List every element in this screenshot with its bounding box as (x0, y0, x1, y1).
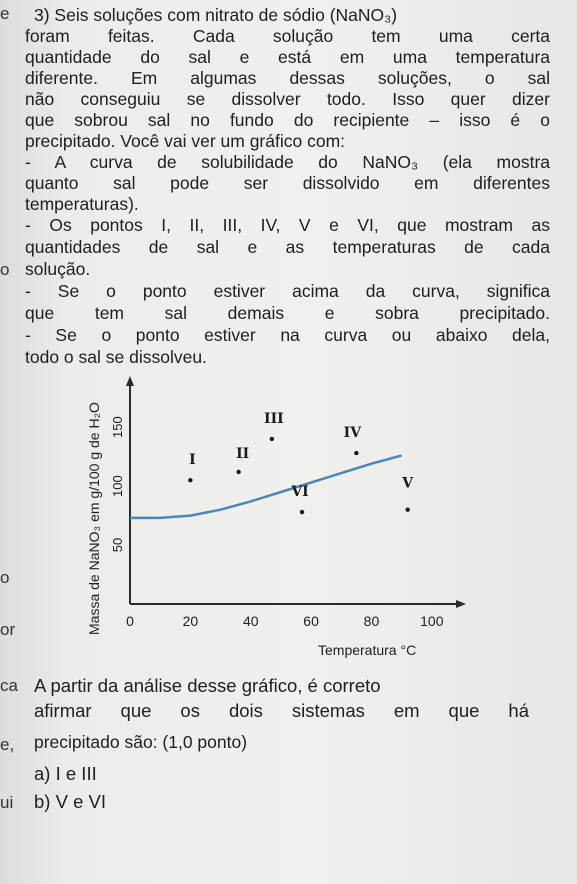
question-line: temperaturas). (25, 194, 139, 214)
prompt-line: precipitado são: (1,0 ponto) (34, 732, 248, 752)
question-line: quanto sal pode ser dissolvido em difere… (25, 173, 550, 193)
margin-mark: o (0, 260, 10, 279)
x-tick-label: 60 (303, 613, 319, 629)
x-tick-label: 20 (183, 613, 199, 629)
question-line: solução. (25, 259, 91, 279)
prompt-line: A partir da análise desse gráfico, é cor… (34, 675, 381, 696)
y-tick-label: 100 (110, 475, 125, 497)
option-a[interactable]: a) I e III (34, 763, 97, 784)
point-label: III (264, 411, 284, 427)
point-label: VI (290, 484, 308, 500)
data-point (299, 509, 305, 515)
margin-mark: ui (0, 793, 14, 812)
question-line: quantidade do sal e está em uma temperat… (25, 47, 550, 67)
data-point (354, 450, 359, 456)
x-axis-arrow (456, 600, 466, 608)
margin-mark: e (0, 4, 10, 23)
margin-mark: or (0, 620, 16, 639)
point-label: V (401, 476, 414, 492)
x-tick-label: 40 (243, 613, 259, 629)
solubility-curve (130, 454, 402, 520)
point-label: IV (344, 425, 363, 441)
question-line: foram feitas. Cada solução tem uma certa (25, 26, 550, 46)
x-tick-label: 80 (364, 613, 380, 629)
question-line: que sobrou sal no fundo do recipiente – … (25, 110, 550, 130)
prompt-line: afirmar que os dois sistemas em que há (34, 700, 529, 721)
y-tick-label: 50 (110, 538, 125, 552)
data-point (269, 436, 275, 442)
chart-xlabel: Temperatura °C (318, 642, 417, 658)
x-tick-label: 100 (420, 613, 444, 629)
question-line: todo o sal se dissolveu. (25, 347, 207, 367)
data-point (405, 507, 410, 512)
question-line: - A curva de solubilidade do NaNO₃ (ela … (25, 152, 550, 172)
question-line: precipitado. Você vai ver um gráfico com… (25, 131, 346, 151)
margin-mark: e, (0, 735, 15, 754)
question-line: não conseguiu se dissolver todo. Isso qu… (25, 89, 550, 109)
option-b[interactable]: b) V e VI (34, 791, 106, 812)
question-line: quantidades de sal e as temperaturas de … (25, 237, 550, 257)
margin-mark: o (0, 568, 10, 587)
data-point (188, 478, 193, 483)
margin-mark: ca (0, 676, 18, 695)
question-line: diferente. Em algumas dessas soluções, o… (25, 68, 550, 88)
data-point (236, 469, 241, 475)
point-label: II (236, 446, 249, 462)
question-line: - Os pontos I, II, III, IV, V e VI, que … (25, 215, 550, 235)
question-line: - Se o ponto estiver acima da curva, sig… (25, 281, 550, 301)
y-tick-label: 150 (110, 416, 125, 438)
y-axis-arrow (126, 376, 134, 386)
x-tick-label: 0 (126, 613, 134, 629)
question-line: - Se o ponto estiver na curva ou abaixo … (25, 325, 550, 345)
question-line: 3) Seis soluções com nitrato de sódio (N… (34, 5, 398, 25)
question-line: que tem sal demais e sobra precipitado. (25, 303, 550, 323)
point-label: I (189, 452, 196, 468)
